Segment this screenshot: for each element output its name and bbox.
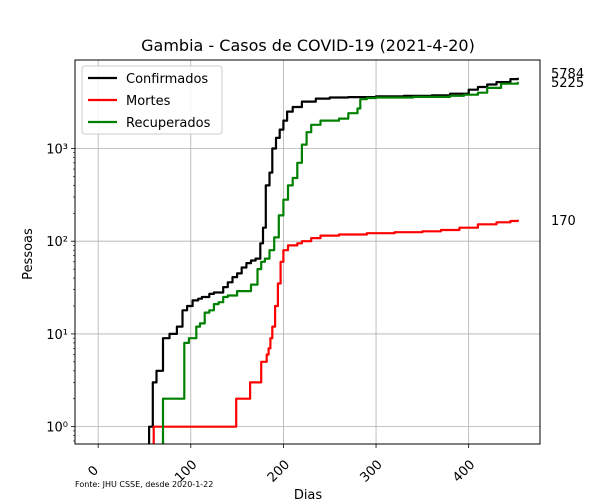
legend-box (81, 65, 223, 135)
y-tick-label: 10² (46, 235, 68, 250)
y-tick-label: 10³ (46, 142, 68, 157)
legend-label-mortes: Mortes (126, 94, 171, 109)
x-tick-label: 200 (265, 457, 293, 485)
series-lines (148, 77, 519, 444)
legend-label-recuperados: Recuperados (126, 116, 211, 131)
x-axis-label: Dias (294, 488, 323, 500)
chart-title: Gambia - Casos de COVID-19 (2021-4-20) (141, 36, 475, 55)
series-line-mortes (152, 219, 519, 444)
end-label-confirmados: 5784 (551, 67, 584, 82)
legend-label-confirmados: Confirmados (126, 72, 208, 87)
plot-frame (74, 59, 541, 445)
y-axis-label: Pessoas (21, 228, 36, 280)
x-tick-label: 300 (357, 457, 385, 485)
end-label-mortes: 170 (551, 214, 576, 229)
y-tick-label: 10¹ (46, 328, 68, 343)
end-label-recuperados: 5225 (551, 76, 584, 91)
series-line-confirmados (148, 77, 519, 444)
legend: Confirmados Mortes Recuperados (81, 65, 223, 135)
series-line-recuperados (161, 81, 519, 444)
y-tick-label: 10⁰ (46, 421, 68, 436)
x-tick-label: 0 (85, 463, 101, 479)
x-tick-label: 400 (450, 457, 478, 485)
end-labels: 5784 170 5225 (551, 67, 584, 229)
source-note: Fonte: JHU CSSE, desde 2020-1-22 (75, 480, 213, 489)
